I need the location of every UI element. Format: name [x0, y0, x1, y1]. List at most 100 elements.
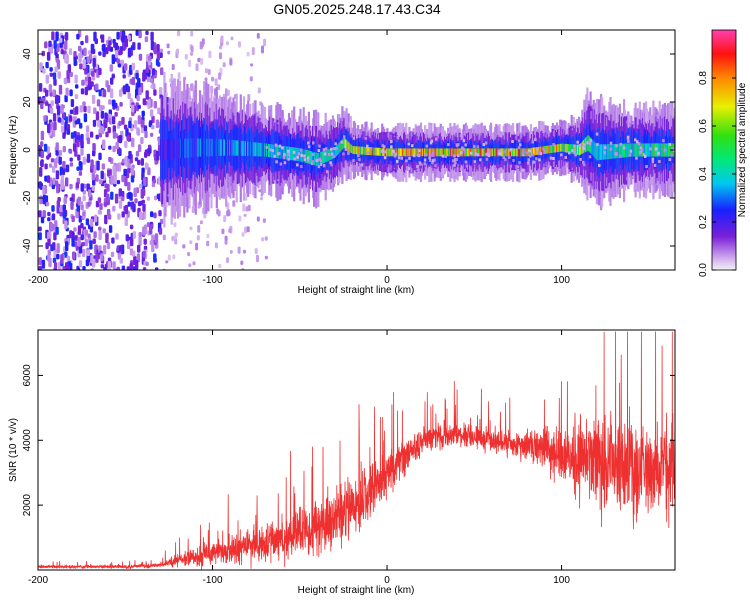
- spectrogram-noise-cell: [154, 233, 159, 243]
- spectrogram-noise-cell: [127, 239, 131, 250]
- snr-xtick-label: -100: [203, 575, 223, 586]
- spectrogram-noise-cell: [82, 156, 86, 165]
- spectrogram-scatter-cell: [225, 41, 229, 46]
- spectrogram-haze-cell: [644, 154, 647, 158]
- spectrogram-noise-cell: [126, 135, 130, 141]
- spectrogram-haze-cell: [462, 139, 466, 143]
- spectrogram-noise-cell: [151, 68, 156, 75]
- spectrogram-noise-cell: [133, 187, 137, 197]
- spectrogram-noise-cell: [83, 47, 87, 56]
- spectrogram-scatter-cell: [240, 260, 244, 265]
- spectrogram-noise-cell: [74, 120, 79, 125]
- spectrogram-noise-cell: [88, 189, 92, 198]
- spectrogram-noise-cell: [47, 123, 51, 134]
- spectrogram-noise-cell: [52, 113, 57, 122]
- spectrogram-haze-cell: [504, 158, 507, 162]
- spectrogram-haze-cell: [634, 138, 637, 142]
- spectrogram-noise-cell: [56, 269, 59, 270]
- spectrogram-noise-cell: [97, 197, 102, 203]
- spectrogram-noise-cell: [75, 182, 79, 189]
- spectrogram-noise-cell: [53, 78, 57, 86]
- spectrogram-haze-cell: [510, 148, 513, 152]
- spectrogram-scatter-cell: [243, 249, 246, 254]
- spectrogram-haze-cell: [476, 153, 480, 157]
- spectrogram-noise-cell: [126, 85, 130, 93]
- spectrogram-noise-cell: [153, 212, 157, 219]
- spectrogram-noise-cell: [98, 230, 102, 240]
- spectrogram-haze-cell: [287, 149, 290, 153]
- spectrogram-scatter-cell: [208, 50, 212, 59]
- spectrogram-noise-cell: [53, 121, 57, 131]
- spectrogram-scatter-cell: [167, 254, 171, 261]
- spectrogram-noise-cell: [112, 261, 116, 269]
- spectrogram-noise-cell: [45, 202, 50, 207]
- spectrogram-noise-cell: [133, 120, 138, 129]
- spectrogram-noise-cell: [128, 47, 132, 58]
- spectrogram-noise-cell: [109, 64, 113, 72]
- spectrogram-haze-cell: [347, 150, 350, 154]
- spectrogram-haze-cell: [381, 144, 385, 148]
- spectrogram-noise-cell: [98, 128, 102, 133]
- colorbar-ticks: 0.0 0.2 0.4 0.6 0.8: [698, 71, 736, 277]
- spectrogram-haze-cell: [531, 153, 534, 157]
- spectrogram-noise-cell: [82, 266, 86, 270]
- spectrogram-scatter-cell: [258, 189, 262, 193]
- spectrogram-noise-cell: [46, 232, 51, 239]
- spectrogram-haze-cell: [330, 163, 333, 167]
- spectrogram-scatter-cell: [167, 50, 171, 55]
- spectrogram-noise-cell: [108, 156, 112, 162]
- spectrogram-noise-cell: [83, 105, 87, 113]
- spectrogram-scatter-cell: [176, 48, 180, 54]
- spectrogram-haze-cell: [658, 160, 661, 163]
- colorbar: 0.0 0.2 0.4 0.6 0.8 Normalized spectral ampl…: [698, 29, 748, 277]
- spectrogram-noise-cell: [52, 89, 56, 97]
- spectrogram-scatter-cell: [206, 233, 210, 239]
- spectrogram-noise-cell: [125, 234, 129, 242]
- spectrogram-noise-cell: [100, 264, 104, 269]
- spectrogram-haze-cell: [588, 142, 592, 146]
- spectrogram-haze-cell: [307, 145, 311, 149]
- spectrogram-haze-cell: [451, 159, 455, 163]
- spectrogram-noise-cell: [79, 63, 83, 70]
- spectrogram-haze-cell: [549, 156, 553, 160]
- spectrogram-noise-cell: [78, 161, 82, 167]
- spectrogram-noise-cell: [95, 134, 99, 140]
- spectrogram-haze-cell: [498, 152, 502, 156]
- spectrogram-haze-cell: [645, 165, 648, 168]
- spectrogram-haze-cell: [265, 145, 268, 149]
- spectrogram-haze-cell: [568, 151, 571, 155]
- spectrogram-noise-cell: [77, 236, 81, 247]
- spectrogram-noise-cell: [96, 99, 101, 107]
- spectrogram-haze-cell: [441, 154, 445, 158]
- spectrogram-noise-cell: [64, 251, 68, 258]
- spectrogram-noise-cell: [116, 58, 120, 64]
- spectrogram-noise-cell: [145, 90, 149, 100]
- spectrogram-noise-cell: [129, 263, 133, 270]
- spectrogram-haze-cell: [671, 147, 674, 151]
- spectrogram-haze-cell: [317, 149, 321, 152]
- spectrogram-noise-cell: [110, 191, 114, 200]
- spectrogram-noise-cell: [127, 182, 131, 191]
- spectrogram-noise-cell: [69, 157, 73, 162]
- spectrogram-noise-cell: [40, 99, 44, 109]
- spectrogram-haze-cell: [433, 158, 436, 162]
- spectrogram-noise-cell: [116, 163, 120, 172]
- spectrogram-haze-cell: [454, 158, 457, 162]
- spectrogram-noise-cell: [141, 167, 145, 174]
- spectrogram-scatter-cell: [256, 254, 259, 263]
- spectrogram-scatter-cell: [219, 45, 223, 50]
- spectrogram-haze-cell: [307, 141, 310, 145]
- spectrogram-noise-cell: [58, 84, 63, 95]
- spectrogram-noise-cell: [86, 153, 91, 163]
- spectrogram-noise-cell: [64, 116, 69, 124]
- spectrogram-noise-cell: [60, 125, 65, 133]
- spectrogram-noise-cell: [130, 175, 135, 183]
- spectrogram-scatter-cell: [188, 59, 192, 68]
- spectrogram-noise-cell: [95, 111, 100, 121]
- spectrogram-noise-cell: [134, 198, 138, 204]
- spectrogram-haze-cell: [653, 163, 657, 167]
- spectrogram-noise-cell: [153, 89, 157, 96]
- spectrogram-noise-cell: [115, 141, 119, 149]
- spectrogram-scatter-cell: [165, 260, 169, 264]
- spectrogram-noise-cell: [111, 116, 116, 125]
